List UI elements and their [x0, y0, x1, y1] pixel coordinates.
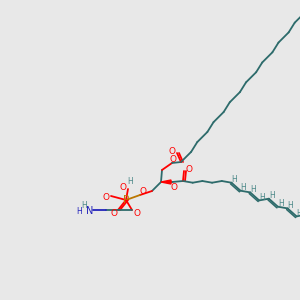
Text: O: O: [169, 148, 176, 157]
Text: H: H: [81, 200, 87, 209]
Text: H: H: [76, 206, 82, 215]
Text: O: O: [103, 193, 110, 202]
Polygon shape: [161, 180, 171, 184]
Text: N: N: [86, 206, 94, 216]
Text: O: O: [134, 209, 140, 218]
Text: H: H: [259, 193, 265, 202]
Text: H: H: [297, 208, 300, 217]
Text: O: O: [169, 154, 176, 164]
Text: H: H: [250, 184, 256, 194]
Text: O: O: [110, 209, 118, 218]
Text: P: P: [123, 195, 129, 205]
Text: H: H: [232, 175, 237, 184]
Text: O: O: [185, 166, 193, 175]
Text: O: O: [119, 182, 127, 191]
Text: H: H: [288, 200, 293, 209]
Text: O: O: [140, 187, 146, 196]
Text: H: H: [269, 191, 275, 200]
Text: H: H: [241, 183, 246, 192]
Text: H: H: [127, 178, 133, 187]
Text: H: H: [278, 199, 284, 208]
Text: O: O: [170, 182, 178, 191]
